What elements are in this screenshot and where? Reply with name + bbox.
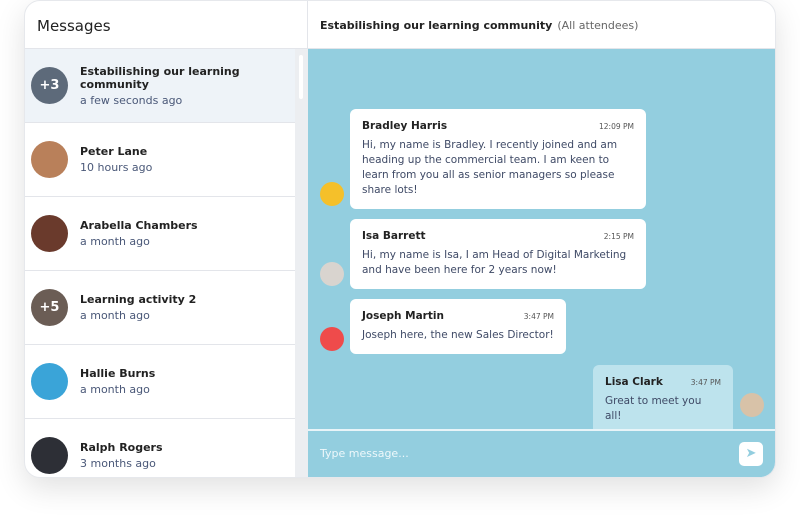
message-bubble: Bradley Harris 12:09 PM Hi, my name is Bra…: [350, 109, 646, 209]
sender-name: Joseph Martin: [362, 310, 444, 322]
chat-audience: (All attendees): [557, 19, 639, 32]
panel-title: Messages: [25, 1, 307, 49]
send-icon[interactable]: ➤: [739, 442, 763, 466]
message-text: Hi, my name is Isa, I am Head of Digital…: [362, 249, 627, 276]
chat-title: Estabilishing our learning community: [320, 19, 553, 32]
message-bubble: Isa Barrett 2:15 PM Hi, my name is Isa, I …: [350, 219, 646, 289]
message-time: 2:15 PM: [603, 232, 634, 241]
message-text: Great to meet you all!: [605, 395, 702, 422]
message-text: Joseph here, the new Sales Director!: [362, 329, 554, 341]
conversation-item[interactable]: +5 Learning activity 2 a month ago: [25, 271, 295, 345]
input-placeholder: Type message...: [320, 447, 409, 460]
message-input[interactable]: Type message... ➤: [308, 429, 775, 477]
conversation-name: Peter Lane: [80, 145, 148, 158]
avatar: [31, 215, 68, 252]
conversation-item[interactable]: Ralph Rogers 3 months ago: [25, 419, 295, 477]
conversation-item[interactable]: Arabella Chambers a month ago: [25, 197, 295, 271]
sender-avatar: [320, 182, 344, 206]
message-time: 3:47 PM: [523, 312, 554, 321]
conversation-name: Hallie Burns: [80, 367, 156, 380]
conversation-name: Arabella Chambers: [80, 219, 198, 232]
conversation-name: Ralph Rogers: [80, 441, 163, 454]
conversation-item[interactable]: +3 Estabilishing our learning community a …: [25, 49, 295, 123]
conversation-time: a month ago: [80, 383, 150, 396]
chat-header: Estabilishing our learning community (All…: [308, 1, 775, 49]
scrollbar[interactable]: [295, 49, 308, 477]
avatar: [31, 363, 68, 400]
sender-avatar: [320, 327, 344, 351]
group-avatar: +3: [31, 67, 68, 104]
own-message-bubble: Lisa Clark 3:47 PM Great to meet you all!: [593, 365, 733, 435]
conversation-item[interactable]: Peter Lane 10 hours ago: [25, 123, 295, 197]
avatar: [31, 141, 68, 178]
message-time: 3:47 PM: [690, 378, 721, 387]
message-bubble: Joseph Martin 3:47 PM Joseph here, the new…: [350, 299, 566, 354]
own-avatar: [740, 393, 764, 417]
conversation-list: +3 Estabilishing our learning community a …: [25, 49, 295, 477]
scrollbar-thumb[interactable]: [299, 55, 303, 99]
messages-card: Messages +3 Estabilishing our learning co…: [24, 0, 776, 478]
conversation-time: 3 months ago: [80, 457, 156, 470]
conversation-name: Learning activity 2: [80, 293, 197, 306]
sender-name: Isa Barrett: [362, 230, 426, 242]
conversation-time: a month ago: [80, 235, 150, 248]
avatar: [31, 437, 68, 474]
sender-avatar: [320, 262, 344, 286]
conversation-time: a month ago: [80, 309, 150, 322]
sender-name: Bradley Harris: [362, 120, 448, 132]
message-text: Hi, my name is Bradley. I recently joine…: [362, 139, 618, 196]
conversation-item[interactable]: Hallie Burns a month ago: [25, 345, 295, 419]
conversation-name: Estabilishing our learning community: [80, 64, 240, 91]
conversation-time: 10 hours ago: [80, 161, 153, 174]
message-time: 12:09 PM: [599, 122, 634, 131]
message-area: Bradley Harris 12:09 PM Hi, my name is Bra…: [308, 49, 775, 435]
conversation-time: a few seconds ago: [80, 93, 183, 107]
group-avatar: +5: [31, 289, 68, 326]
conversation-panel: Messages +3 Estabilishing our learning co…: [25, 1, 308, 477]
sender-name: Lisa Clark: [605, 376, 663, 388]
chat-panel: Estabilishing our learning community (All…: [308, 1, 775, 477]
